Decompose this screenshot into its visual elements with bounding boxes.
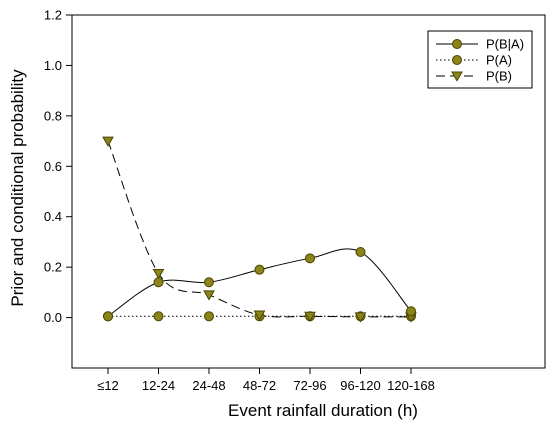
data-point-series-0	[406, 306, 416, 317]
plot-area-border	[71, 14, 546, 369]
y-tick-label: 0.2	[44, 260, 62, 275]
series-line-0	[107, 248, 412, 317]
data-point-series-1	[204, 311, 214, 322]
x-tick-label: 120-168	[387, 378, 435, 393]
data-point-series-2	[203, 290, 215, 301]
data-point-series-0	[305, 253, 315, 264]
x-tick-label: 12-24	[142, 378, 175, 393]
plot-frame	[71, 14, 546, 369]
data-point-series-0	[254, 264, 265, 275]
y-tick-label: 0.8	[44, 108, 62, 123]
data-point-series-0	[355, 247, 366, 258]
y-tick-label: 0.6	[44, 159, 62, 174]
data-point-series-0	[103, 311, 113, 322]
x-tick-label: 48-72	[243, 378, 276, 393]
data-point-series-2	[102, 136, 114, 147]
legend-marker-1	[452, 55, 462, 65]
y-tick-label: 0.0	[44, 310, 62, 325]
y-tick-label: 0.4	[44, 209, 62, 224]
series-line-2	[107, 140, 412, 318]
series-lines	[107, 140, 412, 318]
data-point-series-1	[153, 311, 164, 322]
y-tick-label: 1.2	[44, 8, 62, 23]
data-point-series-2	[304, 311, 316, 323]
x-tick-label: 24-48	[192, 378, 225, 393]
legend-label-2: P(B)	[486, 69, 512, 84]
legend-label-1: P(A)	[486, 53, 512, 68]
legend-marker-0	[452, 39, 462, 49]
series-markers	[102, 136, 417, 323]
x-tick-label: 96-120	[340, 378, 380, 393]
legend: P(B|A)P(A)P(B)	[427, 30, 533, 89]
x-axis-title: Event rainfall duration (h)	[228, 401, 418, 420]
data-point-series-0	[204, 277, 214, 288]
data-point-series-2	[152, 268, 165, 280]
x-tick-label: ≤12	[97, 378, 119, 393]
x-tick-label: 72-96	[293, 378, 326, 393]
y-tick-label: 1.0	[44, 58, 62, 73]
y-axis-ticks: 0.0 0.2 0.4 0.6 0.8 1.0 1.2	[44, 8, 72, 325]
legend-marker-2	[451, 71, 463, 82]
y-axis-title: Prior and conditional probability	[8, 69, 27, 307]
data-point-series-0	[153, 277, 164, 288]
data-point-series-2	[253, 310, 266, 321]
legend-label-0: P(B|A)	[486, 37, 524, 52]
data-point-series-2	[354, 312, 367, 323]
x-axis-ticks: ≤12 12-24 24-48 48-72 72-96 96-120 120-168	[97, 368, 435, 393]
